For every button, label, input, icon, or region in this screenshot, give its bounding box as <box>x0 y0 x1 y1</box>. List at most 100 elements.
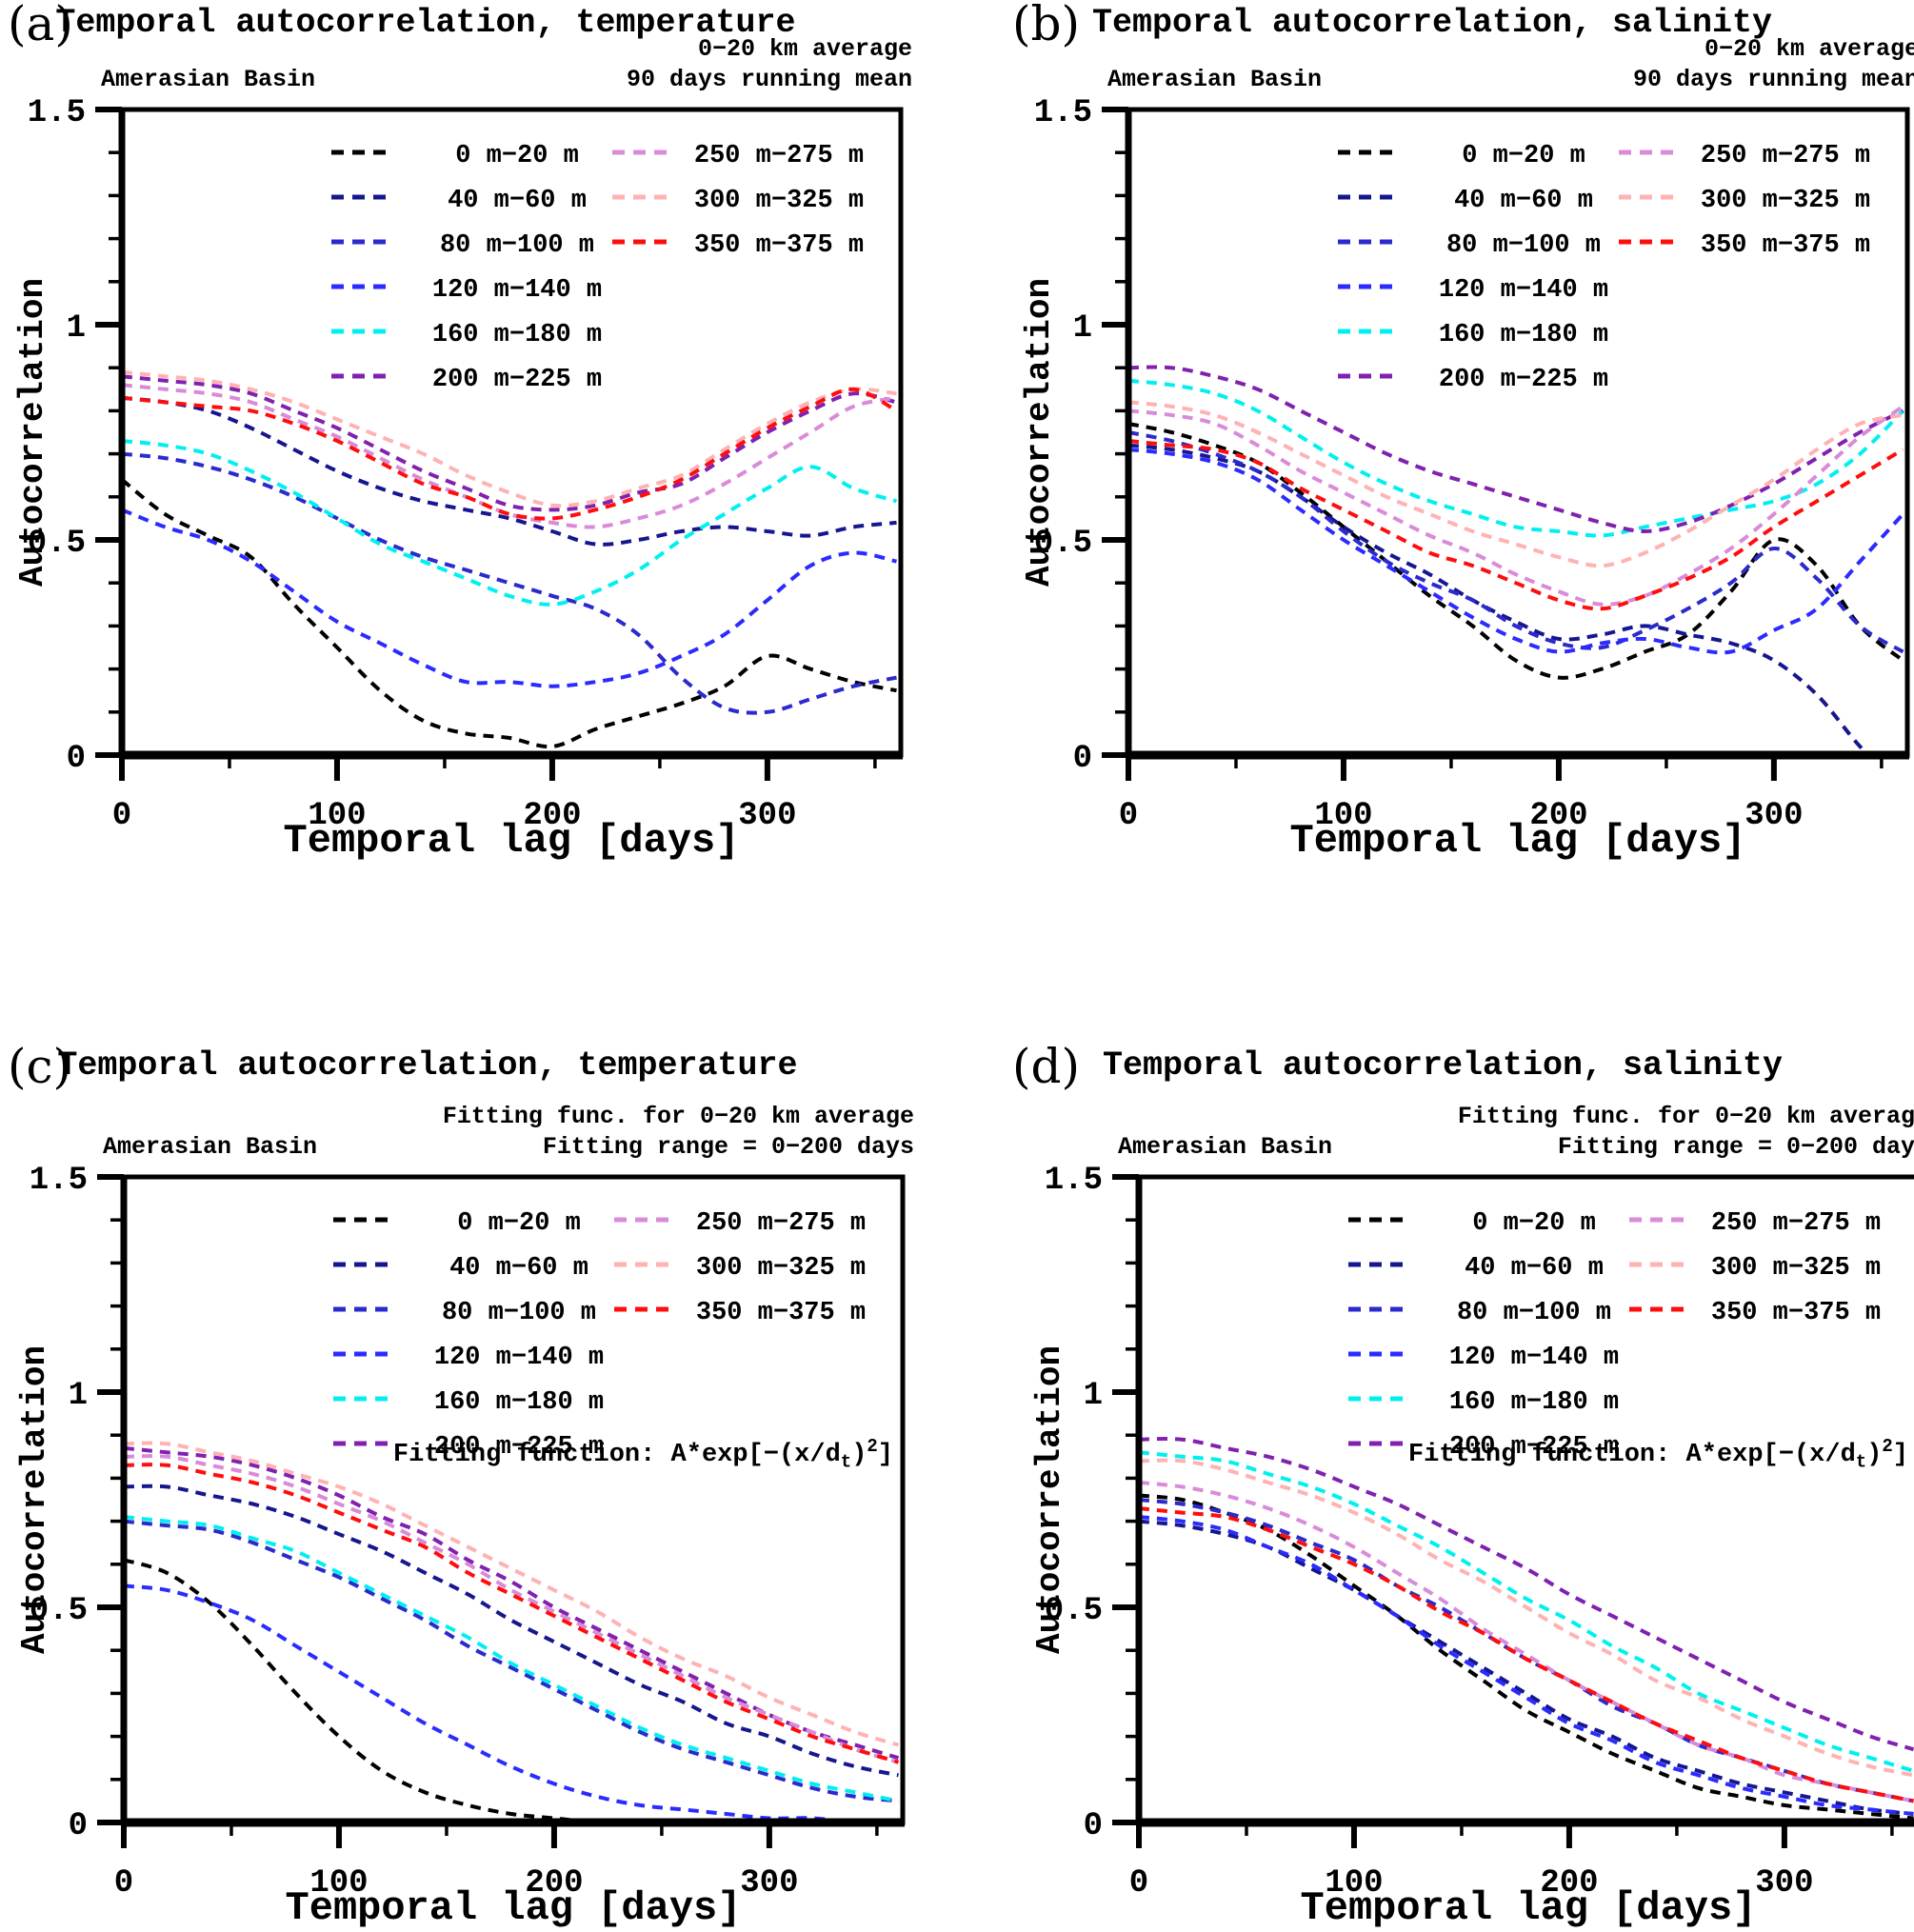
legend-label: 350 m−375 m <box>1701 231 1870 260</box>
legend-label: 250 m−275 m <box>1701 142 1870 170</box>
panel-title: Temporal autocorrelation, temperature <box>55 4 796 42</box>
legend-label: 300 m−325 m <box>694 187 864 215</box>
series-350 m−375 m <box>121 387 898 521</box>
series-80 m−100 m <box>1138 1498 1914 1803</box>
x-tick-label: 300 <box>1745 798 1803 834</box>
panel-subtitle-2: 90 days running mean <box>626 66 912 93</box>
fitting-function-annotation: Fitting function: A*exp[−(x/dt)2] <box>392 1436 893 1473</box>
series-120 m−140 m <box>1138 1515 1914 1816</box>
legend-label: 120 m−140 m <box>434 1344 604 1372</box>
y-tick-label: 0 <box>1084 1808 1103 1844</box>
y-tick-label: 0.5 <box>30 1593 88 1629</box>
panel-subtitle-2: 90 days running mean <box>1632 66 1914 93</box>
x-tick-label: 100 <box>309 1865 368 1902</box>
series-0 m−20 m <box>120 478 897 749</box>
legend: 0 m−20 m 40 m−60 m 80 m−100 m 120 m−140 m 16… <box>1348 1209 1881 1462</box>
legend: 0 m−20 m 40 m−60 m 80 m−100 m 120 m−140 m 16… <box>333 1209 866 1462</box>
fitting-function-annotation: Fitting function: A*exp[−(x/dt)2] <box>1407 1436 1908 1473</box>
series-250 m−275 m <box>123 1454 900 1764</box>
plot-area: 0 100 200 300 0 0.5 1 1.5 0 m−20 m 40 m−60 m 80 m−… <box>1045 1163 1914 1902</box>
region-label: Amerasian Basin <box>103 1133 318 1161</box>
panel-c: (c) Temporal autocorrelation, temperatur… <box>0 1038 957 1932</box>
legend-label: 80 m−100 m <box>1446 231 1601 260</box>
legend-label: 40 m−60 m <box>449 1254 588 1283</box>
legend-label: 300 m−325 m <box>1701 187 1870 215</box>
series-curves <box>123 1441 900 1824</box>
series-40 m−60 m <box>123 1484 899 1778</box>
legend-label: 80 m−100 m <box>442 1299 596 1327</box>
x-tick-label: 200 <box>523 798 581 834</box>
panel-b: (b) Temporal autocorrelation, salinity 0… <box>957 0 1914 914</box>
legend-label: 350 m−375 m <box>696 1299 866 1327</box>
series-160 m−180 m <box>123 1515 899 1803</box>
series-0 m−20 m <box>123 1558 899 1824</box>
series-160 m−180 m <box>1138 1450 1914 1773</box>
x-tick-label: 100 <box>1325 1865 1383 1902</box>
legend-label: 250 m−275 m <box>1711 1209 1881 1238</box>
series-350 m−375 m <box>123 1463 900 1764</box>
panel-letter: (c) <box>8 1039 72 1094</box>
x-tick-label: 100 <box>1314 798 1372 834</box>
x-axis-title: Temporal lag [days] <box>285 1885 742 1931</box>
legend-label: 250 m−275 m <box>696 1209 866 1238</box>
legend-label: 160 m−180 m <box>1449 1388 1619 1417</box>
panel-letter: (d) <box>1012 1039 1081 1094</box>
y-tick-label: 0 <box>67 741 86 777</box>
legend: 0 m−20 m 40 m−60 m 80 m−100 m 120 m−140 m 16… <box>1338 142 1870 394</box>
y-tick-label: 1.5 <box>1034 95 1092 131</box>
y-tick-label: 1.5 <box>28 95 86 131</box>
series-200 m−225 m <box>123 1445 900 1761</box>
series-200 m−225 m <box>1127 365 1904 534</box>
legend-label: 0 m−20 m <box>1472 1209 1596 1238</box>
series-160 m−180 m <box>1127 378 1904 538</box>
series-350 m−375 m <box>1138 1506 1914 1803</box>
y-tick-label: 0.5 <box>28 526 86 562</box>
legend-label: 0 m−20 m <box>455 142 579 170</box>
panel-subtitle-2: Fitting range = 0−200 days <box>1557 1133 1914 1161</box>
plot-area: 0 100 200 300 0 0.5 1 1.5 0 m−20 m 40 m−60 m 80 m−… <box>1034 95 1910 834</box>
series-250 m−275 m <box>121 383 897 529</box>
series-40 m−60 m <box>121 395 897 547</box>
legend-label: 200 m−225 m <box>1449 1433 1619 1462</box>
legend-label: 120 m−140 m <box>1449 1344 1619 1372</box>
legend-label: 300 m−325 m <box>1711 1254 1881 1283</box>
x-tick-label: 200 <box>1540 1865 1598 1902</box>
y-tick-label: 1.5 <box>30 1163 88 1199</box>
legend-label: 40 m−60 m <box>1465 1254 1604 1283</box>
y-tick-label: 1.5 <box>1045 1163 1103 1199</box>
y-tick-label: 0 <box>1073 741 1092 777</box>
panel-title: Temporal autocorrelation, temperature <box>57 1046 798 1085</box>
y-tick-label: 1 <box>1084 1378 1103 1414</box>
x-tick-label: 0 <box>114 1865 133 1902</box>
series-300 m−325 m <box>1127 400 1904 568</box>
region-label: Amerasian Basin <box>1118 1133 1333 1161</box>
series-80 m−100 m <box>1127 430 1904 654</box>
panel-subtitle-1: Fitting func. for 0−20 km average <box>442 1103 914 1130</box>
legend-label: 0 m−20 m <box>457 1209 581 1238</box>
region-label: Amerasian Basin <box>101 66 316 93</box>
legend-label: 160 m−180 m <box>434 1388 604 1417</box>
y-tick-label: 0.5 <box>1045 1593 1103 1629</box>
legend: 0 m−20 m 40 m−60 m 80 m−100 m 120 m−140 m 16… <box>331 142 864 394</box>
legend-label: 0 m−20 m <box>1462 142 1585 170</box>
x-tick-label: 200 <box>1529 798 1587 834</box>
panel-title: Temporal autocorrelation, salinity <box>1091 4 1773 42</box>
x-tick-label: 100 <box>308 798 366 834</box>
legend-label: 40 m−60 m <box>1454 187 1593 215</box>
panel-d: (d) Temporal autocorrelation, salinity F… <box>957 1038 1914 1932</box>
legend-label: 300 m−325 m <box>696 1254 866 1283</box>
x-tick-label: 300 <box>738 798 796 834</box>
series-40 m−60 m <box>1138 1519 1914 1816</box>
x-axis-title: Temporal lag [days] <box>1289 818 1746 864</box>
series-80 m−100 m <box>123 1519 899 1803</box>
x-axis-title: Temporal lag [days] <box>283 818 740 864</box>
series-curves <box>120 369 898 749</box>
series-200 m−225 m <box>1138 1437 1914 1752</box>
x-tick-label: 0 <box>1129 1865 1148 1902</box>
legend-label: 250 m−275 m <box>694 142 864 170</box>
legend-label: 80 m−100 m <box>1457 1299 1611 1327</box>
series-120 m−140 m <box>121 508 897 688</box>
y-tick-label: 1 <box>1073 310 1092 347</box>
legend-label: 350 m−375 m <box>1711 1299 1881 1327</box>
